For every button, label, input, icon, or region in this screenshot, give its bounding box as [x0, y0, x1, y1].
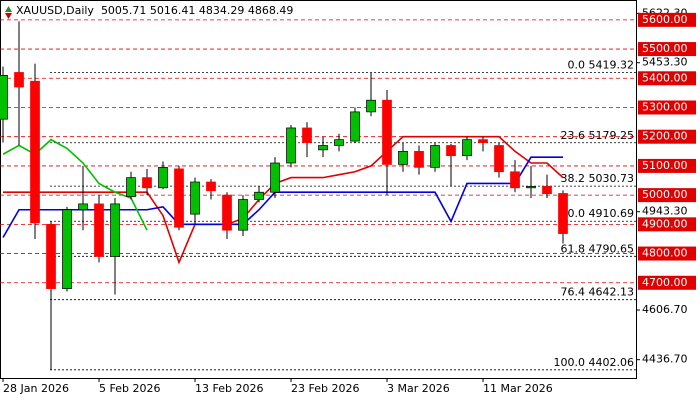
candle-body [270, 162, 280, 193]
candle-body [414, 150, 424, 168]
candle-body [222, 194, 232, 231]
fib-label: 100.0 4402.06 [554, 356, 634, 369]
candle-body [254, 191, 264, 200]
level-label-box [638, 275, 696, 290]
candle-body [94, 203, 104, 257]
candle-body [334, 139, 344, 146]
y-tick-label: 5453.30 [642, 56, 688, 69]
candle-body [158, 167, 168, 189]
y-tick-label: 4943.30 [642, 205, 688, 218]
candle-body [46, 223, 56, 289]
candle-body [382, 99, 392, 165]
indicator-line [3, 135, 564, 265]
fib-label: 0.0 5419.32 [568, 59, 634, 72]
level-label: 4700.00 [642, 276, 688, 289]
candle-body [286, 127, 296, 164]
candle-body [62, 209, 72, 289]
plot-frame [0, 0, 637, 379]
level-label-box [638, 129, 696, 144]
symbol-icon [5, 6, 12, 12]
candle-body [318, 145, 328, 151]
x-tick-label: 13 Feb 2026 [195, 382, 263, 395]
candle-body [78, 203, 88, 211]
candle-body [398, 150, 408, 165]
indicator-line [2, 138, 148, 231]
candle-body [0, 75, 8, 120]
y-tick-label: 4606.70 [642, 303, 688, 316]
candle-body [30, 80, 40, 224]
candle-body [302, 127, 312, 143]
level-label-box [638, 188, 696, 203]
candle-body [174, 168, 184, 228]
candle-body [430, 145, 440, 168]
level-label: 5000.00 [642, 188, 688, 201]
level-label: 4800.00 [642, 247, 688, 260]
level-label-box [638, 217, 696, 232]
x-tick-label: 3 Mar 2026 [387, 382, 450, 395]
level-label-box [638, 246, 696, 261]
level-label-box [638, 42, 696, 57]
fib-label: 23.6 5179.25 [561, 129, 634, 142]
level-label: 5300.00 [642, 100, 688, 113]
chart-title: XAUUSD,Daily 5005.71 5016.41 4834.29 486… [16, 4, 293, 17]
candle-body [238, 199, 248, 231]
x-tick-label: 28 Jan 2026 [3, 382, 69, 395]
candle-body [110, 203, 120, 257]
fib-label: 61.8 4790.65 [561, 242, 634, 255]
level-label-box [638, 158, 696, 173]
fib-label: 50.0 4910.69 [561, 207, 634, 220]
candle-body [558, 193, 568, 234]
x-tick-label: 23 Feb 2026 [291, 382, 359, 395]
level-label: 5400.00 [642, 71, 688, 84]
symbol-icon [5, 13, 12, 19]
level-label: 5500.00 [642, 42, 688, 55]
level-label: 4900.00 [642, 217, 688, 230]
candle-body [366, 99, 376, 113]
fib-label: 38.2 5030.73 [561, 172, 634, 185]
candle-body [350, 111, 360, 142]
candle-body [462, 139, 472, 157]
y-tick-label: 4436.70 [642, 353, 688, 366]
candle-body [206, 181, 216, 192]
candle-body [478, 139, 488, 143]
candle-body [542, 186, 552, 195]
candle-body [510, 171, 520, 189]
candle-body [142, 177, 152, 189]
level-label-box [638, 100, 696, 115]
candle-body [494, 145, 504, 173]
level-label: 5100.00 [642, 159, 688, 172]
x-tick-label: 11 Mar 2026 [483, 382, 553, 395]
candle-body [526, 186, 536, 189]
candle-body [14, 72, 24, 88]
candle-body [126, 177, 136, 197]
level-label: 5600.00 [642, 13, 688, 26]
candle-body [190, 181, 200, 215]
level-label-box [638, 71, 696, 86]
fib-label: 76.4 4642.13 [561, 286, 634, 299]
level-label-box [638, 12, 696, 27]
x-tick-label: 5 Feb 2026 [99, 382, 160, 395]
level-label: 5200.00 [642, 130, 688, 143]
candle-body [446, 145, 456, 157]
